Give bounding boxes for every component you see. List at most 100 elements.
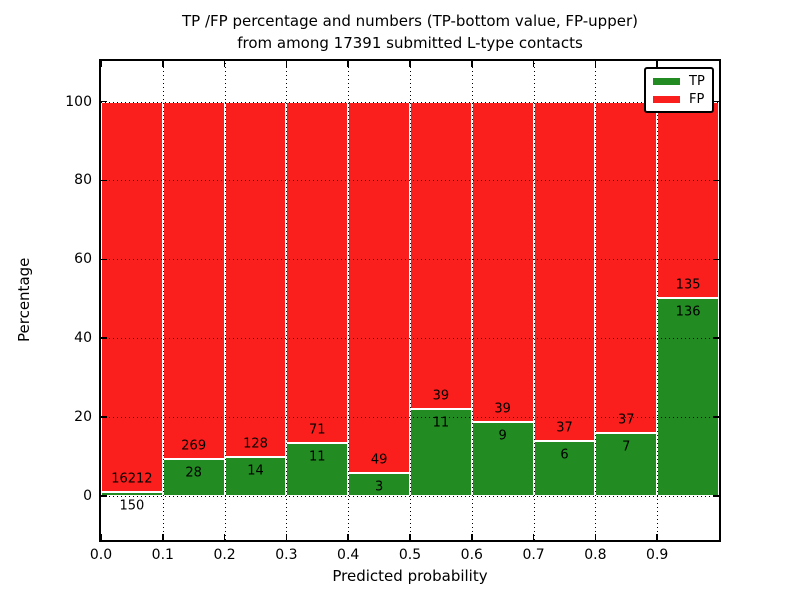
bar-tp-segment [595,433,658,496]
chart-title: TP /FP percentage and numbers (TP-bottom… [99,10,721,54]
bar-fp-segment [410,101,472,410]
gridline-x [471,61,473,540]
x-tick-bottom [594,534,597,540]
gridline-x [348,61,350,540]
fp-count-label: 39 [432,388,450,404]
x-tick-bottom [223,534,226,540]
bar-fp-segment [533,101,596,441]
tp-count-label: 9 [498,428,507,444]
fp-count-label: 128 [243,436,268,452]
chart-title-line2: from among 17391 submitted L-type contac… [237,34,583,52]
legend-label-fp: FP [689,91,705,107]
tp-count-label: 6 [560,447,569,463]
plot-area: 16212 150 269 28 128 14 71 11 49 3 39 11 39 9 37 6 37 7 13… [99,59,721,542]
bar-fp-segment [101,101,163,493]
tp-count-label: 14 [247,463,264,479]
x-tick-top [223,61,226,67]
x-tick-label: 0.7 [522,547,545,563]
fp-count-label: 37 [618,412,635,428]
y-tick-right [713,100,719,103]
x-tick-bottom [656,534,658,540]
tp-count-label: 28 [185,465,202,481]
tp-count-label: 136 [675,304,701,320]
x-tick-bottom [532,534,535,540]
bar-fp-segment [286,101,349,443]
x-tick-top [471,61,473,67]
y-tick-left [101,495,107,497]
bar-tp-segment [286,442,349,496]
x-tick-top [409,61,411,67]
gridline-x [595,61,597,540]
gridline-x [162,61,164,540]
x-tick-bottom [347,534,349,540]
x-tick-bottom [409,534,411,540]
y-tick-left [101,100,107,103]
x-tick-top [532,61,535,67]
bar-tp-segment [657,297,719,496]
fp-count-label: 16212 [111,471,153,487]
bar-fp-segment [162,101,225,459]
x-tick-top [594,61,597,67]
y-tick-label: 0 [83,487,92,504]
fp-count-label: 37 [556,420,573,436]
x-tick-top [656,61,658,67]
gridline-x [286,61,288,540]
x-tick-top [162,61,164,67]
x-tick-label: 0.3 [275,547,298,563]
y-tick-right [713,337,719,339]
y-tick-right [713,258,719,261]
x-tick-label: 0.8 [584,547,607,563]
chart-title-line1: TP /FP percentage and numbers (TP-bottom… [182,12,638,30]
x-tick-top [285,61,288,67]
bar-fp-segment [348,101,410,474]
fp-count-label: 39 [494,401,511,417]
bar-fp-segment [595,101,658,434]
fp-count-label: 269 [181,438,207,454]
legend-label-tp: TP [689,73,705,89]
legend-swatch-tp [653,77,680,85]
fp-count-label: 71 [309,422,326,438]
x-tick-bottom [471,534,473,540]
legend-swatch-fp [653,95,680,103]
gridline-x [533,61,535,540]
y-tick-left [101,416,107,418]
y-tick-label: 40 [74,330,92,347]
y-tick-right [713,495,719,497]
bar-fp-segment [657,101,719,298]
x-tick-label: 0.0 [89,547,113,563]
y-tick-right [713,416,719,418]
bar-fp-segment [471,101,534,422]
x-tick-label: 0.6 [460,547,483,563]
bar-fp-segment [224,101,287,457]
tp-count-label: 150 [119,498,145,514]
gridline-x [224,61,226,540]
x-tick-label: 0.2 [213,547,236,563]
legend: TP FP [644,67,714,113]
bar-tp-segment [101,492,163,496]
tp-count-label: 3 [374,479,384,495]
x-tick-top [100,61,102,67]
y-tick-label: 20 [74,408,92,425]
gridline-x [410,61,411,540]
tp-count-label: 7 [622,439,631,455]
y-tick-right [713,179,719,182]
x-tick-label: 0.9 [646,547,669,563]
x-tick-bottom [162,534,164,540]
bar-tp-segment [162,458,225,496]
y-tick-left [101,337,107,339]
tp-count-label: 11 [432,415,450,431]
y-tick-label: 80 [74,172,92,189]
x-axis-label: Predicted probability [332,567,488,585]
y-tick-label: 60 [74,251,92,268]
x-tick-bottom [100,534,102,540]
legend-item-fp: FP [653,93,706,106]
x-tick-bottom [285,534,288,540]
gridline-x [657,61,659,540]
legend-item-tp: TP [653,75,706,88]
fp-count-label: 135 [675,277,701,293]
x-tick-label: 0.4 [337,547,360,563]
fp-count-label: 49 [370,452,388,468]
y-axis-label: Percentage [15,257,33,343]
x-tick-top [347,61,349,67]
